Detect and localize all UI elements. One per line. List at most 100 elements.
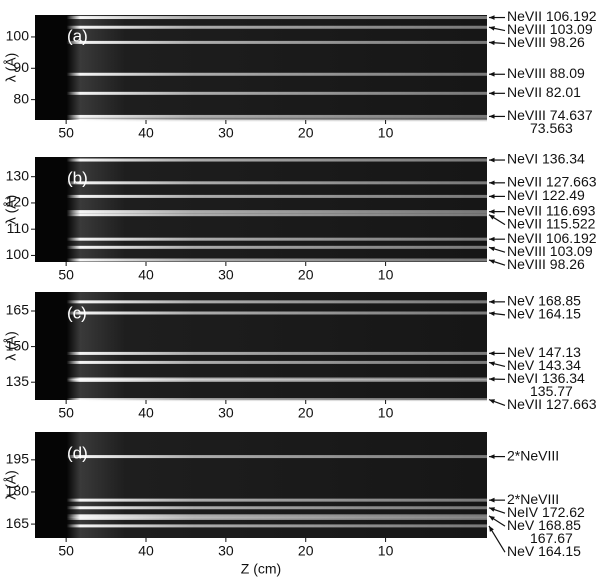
annotation: 2*NeVIII (507, 491, 559, 507)
emission-line (35, 398, 487, 402)
emission-line (35, 524, 487, 528)
x-tick-label: 40 (138, 125, 154, 141)
x-tick-label: 20 (298, 125, 314, 141)
y-tick-label: 165 (6, 302, 30, 318)
arrow-head (489, 209, 495, 214)
panel-label: (a) (67, 26, 88, 45)
emission-line (35, 181, 487, 185)
arrow-head (489, 515, 495, 521)
emission-line (35, 258, 487, 262)
emission-line (35, 91, 487, 95)
arrow-head (489, 15, 495, 20)
annotation: NeV 168.85 (507, 293, 581, 309)
arrow-head (489, 497, 495, 503)
y-tick-label: 120 (6, 194, 30, 210)
y-axis-label: λ (Å) (3, 470, 19, 500)
x-tick-label: 30 (218, 405, 234, 421)
x-axis-label: Z (cm) (241, 561, 281, 577)
y-tick-label: 90 (13, 59, 29, 75)
y-axis-label: λ (Å) (3, 195, 19, 225)
x-tick-label: 20 (298, 543, 314, 559)
emission-line (35, 351, 487, 355)
arrow-head (489, 71, 495, 77)
x-tick-label: 20 (298, 405, 314, 421)
arrow-head (489, 376, 495, 382)
annotation: NeVIII 103.09 (507, 243, 593, 259)
emission-line (35, 25, 487, 29)
arrow-head (489, 525, 494, 532)
image (35, 15, 487, 120)
x-tick-label: 40 (138, 405, 154, 421)
annotation: NeVIII 98.26 (507, 34, 585, 50)
arrow-head (489, 311, 495, 316)
x-tick-label: 30 (218, 543, 234, 559)
x-tick-label: 10 (378, 267, 394, 283)
arrow-head (489, 361, 495, 367)
y-tick-label: 100 (6, 246, 30, 262)
arrow-head (489, 246, 495, 252)
y-tick-label: 135 (6, 373, 30, 389)
emission-line (35, 516, 487, 520)
emission-line (35, 194, 487, 198)
annotation: NeVIII 74.637 (507, 107, 593, 123)
annotation: NeVII 127.663 (507, 174, 597, 190)
annotation: NeV 147.13 (507, 344, 581, 360)
annotation: 2*NeVIII (507, 447, 559, 463)
x-tick-label: 20 (298, 267, 314, 283)
x-tick-label: 30 (218, 267, 234, 283)
annotation: NeVI 136.34 (507, 370, 585, 386)
annotation: 135.77 (530, 383, 573, 399)
emission-line (35, 213, 487, 217)
y-tick-label: 130 (6, 167, 30, 183)
annotation: NeVII 116.693 (507, 202, 596, 218)
annotation: 167.67 (530, 530, 573, 546)
x-tick-label: 10 (378, 543, 394, 559)
annotation: NeVIII 103.09 (507, 21, 593, 37)
y-tick-label: 80 (13, 90, 29, 106)
emission-line (35, 311, 487, 315)
emission-line (35, 498, 487, 502)
x-tick-label: 30 (218, 125, 234, 141)
arrow-head (489, 180, 495, 186)
y-tick-label: 150 (6, 337, 30, 353)
y-tick-label: 110 (7, 220, 30, 236)
annotation: NeVI 122.49 (507, 187, 585, 203)
y-tick-label: 180 (6, 483, 30, 499)
annotation: NeVII 106.192 (507, 8, 597, 24)
x-tick-label: 10 (378, 125, 394, 141)
arrow-head (489, 236, 495, 242)
annotation: NeV 164.15 (507, 306, 581, 322)
arrow-head (489, 26, 495, 31)
x-tick-label: 50 (58, 125, 74, 141)
arrow-head (489, 259, 495, 264)
y-tick-label: 100 (6, 28, 30, 44)
image (35, 432, 487, 538)
emission-line (35, 118, 487, 122)
panel-label: (d) (67, 443, 88, 462)
arrow-head (489, 214, 495, 220)
y-tick-label: 165 (6, 515, 30, 531)
annotation: NeVI 136.34 (507, 151, 585, 167)
emission-line (35, 16, 487, 20)
emission-line (35, 360, 487, 364)
annotation: NeVII 82.01 (507, 84, 581, 100)
arrow-head (489, 114, 495, 119)
emission-line (35, 514, 487, 518)
emission-line (35, 237, 487, 241)
y-axis-label: λ (Å) (3, 331, 19, 361)
emission-line (35, 378, 487, 382)
emission-line (35, 40, 487, 44)
arrow-head (489, 40, 495, 46)
image (35, 292, 487, 400)
annotation: NeVII 106.192 (507, 230, 597, 246)
arrow-head (489, 157, 495, 163)
image (35, 157, 487, 262)
annotation: NeV 143.34 (507, 357, 581, 373)
y-axis-label: λ (Å) (3, 53, 19, 83)
x-tick-label: 40 (138, 267, 154, 283)
annotation: NeV 168.85 (507, 517, 581, 533)
x-tick-label: 50 (58, 543, 74, 559)
emission-line (35, 72, 487, 76)
emission-line (35, 158, 487, 162)
